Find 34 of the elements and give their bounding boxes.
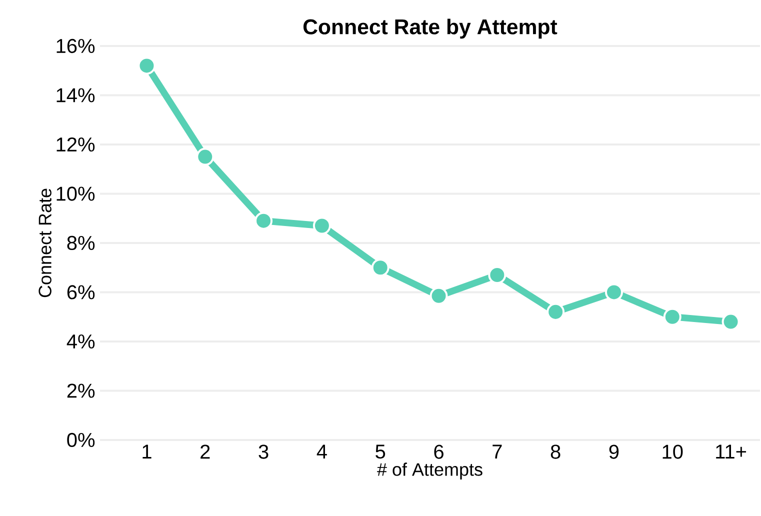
x-tick-label: 3 (258, 444, 268, 459)
point (430, 286, 448, 305)
x-axis-title: # of Attempts (377, 462, 482, 480)
y-tick-label: 10% (56, 186, 95, 201)
point (663, 308, 682, 326)
y-tick-label: 0% (67, 432, 95, 448)
point (722, 312, 740, 331)
y-tick-label: 6% (67, 285, 95, 300)
point (196, 148, 214, 166)
chart-title: Connect Rate by Attempt (303, 18, 558, 39)
x-tick-label: 7 (492, 444, 502, 458)
point (371, 258, 390, 277)
point (312, 216, 331, 235)
y-tick-label: 8% (67, 236, 95, 250)
x-tick-label: 5 (376, 444, 386, 459)
x-tick-label: 2 (200, 444, 210, 459)
y-tick-label: 4% (66, 334, 95, 348)
y-tick-label: 16% (56, 38, 95, 54)
point (488, 266, 506, 284)
x-tick-label: 1 (142, 444, 152, 458)
point (138, 56, 156, 75)
point (546, 302, 565, 321)
y-tick-label: 2% (67, 384, 95, 398)
x-tick-label: 4 (316, 444, 327, 458)
x-tick-label: 8 (550, 444, 560, 459)
point (604, 283, 623, 302)
x-tick-label: 9 (609, 444, 619, 459)
x-tick-label: 6 (434, 444, 444, 459)
x-tick-label: 11+ (716, 444, 746, 458)
y-tick-label: 14% (56, 88, 95, 102)
x-tick-label: 10 (662, 444, 683, 459)
point (254, 212, 273, 230)
y-tick-label: 12% (56, 137, 95, 152)
y-axis-title: Connect Rate (38, 188, 52, 298)
